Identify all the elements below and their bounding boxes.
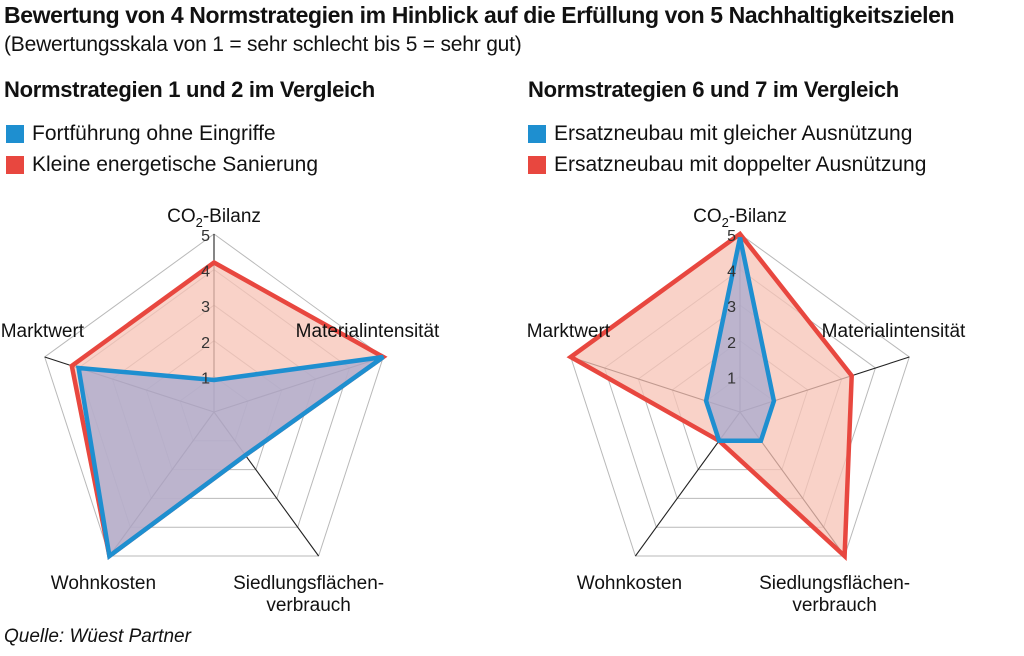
- legend-item: Kleine energetische Sanierung: [6, 149, 318, 180]
- tick-label: 1: [201, 370, 210, 387]
- axis-label-co2: CO2-Bilanz: [167, 206, 261, 230]
- legend-right: Ersatzneubau mit gleicher Ausnützung Ers…: [528, 118, 926, 180]
- axis-label-co2: CO2-Bilanz: [693, 206, 787, 230]
- legend-swatch-red: [6, 155, 24, 174]
- legend-left: Fortführung ohne Eingriffe Kleine energe…: [6, 118, 318, 180]
- axis-label-siedlung-2: verbrauch: [792, 595, 877, 616]
- tick-label: 5: [201, 228, 210, 245]
- tick-label: 4: [201, 264, 210, 281]
- legend-item: Fortführung ohne Eingriffe: [6, 118, 318, 149]
- tick-label: 2: [201, 335, 210, 352]
- source-note: Quelle: Wüest Partner: [4, 626, 191, 647]
- legend-item: Ersatzneubau mit doppelter Ausnützung: [528, 149, 926, 180]
- chart-title: Bewertung von 4 Normstrategien im Hinbli…: [4, 2, 955, 28]
- legend-label: Kleine energetische Sanierung: [32, 152, 319, 176]
- panel-title-right: Normstrategien 6 und 7 im Vergleich: [528, 77, 899, 102]
- axis-label-siedlung-1: Siedlungsflächen-: [759, 573, 910, 594]
- legend-swatch-blue: [6, 124, 24, 143]
- tick-label: 5: [727, 228, 736, 245]
- axis-label-siedlung-2: verbrauch: [266, 595, 351, 616]
- axis-label-material: Materialintensität: [822, 321, 966, 342]
- tick-label: 4: [727, 264, 736, 281]
- series-blue: [75, 354, 385, 561]
- tick-label: 2: [727, 335, 736, 352]
- legend-item: Ersatzneubau mit gleicher Ausnützung: [528, 118, 926, 149]
- axis-label-wohnkosten: Wohnkosten: [577, 573, 682, 594]
- axis-label-marktwert: Marktwert: [527, 321, 611, 342]
- axis-label-wohnkosten: Wohnkosten: [51, 573, 156, 594]
- legend-label: Fortführung ohne Eingriffe: [32, 121, 276, 145]
- legend-label: Ersatzneubau mit gleicher Ausnützung: [554, 121, 913, 145]
- legend-swatch-blue: [528, 124, 546, 143]
- axis-label-marktwert: Marktwert: [1, 321, 85, 342]
- series-blue: [703, 237, 777, 444]
- grid-ring: [44, 233, 384, 557]
- tick-label: 3: [727, 299, 736, 316]
- chart-subtitle: (Bewertungsskala von 1 = sehr schlecht b…: [4, 33, 522, 56]
- tick-label: 1: [727, 370, 736, 387]
- legend-swatch-red: [528, 155, 546, 174]
- legend-label: Ersatzneubau mit doppelter Ausnützung: [554, 152, 927, 176]
- axis-label-material: Materialintensität: [296, 321, 440, 342]
- axis-label-siedlung-1: Siedlungsflächen-: [233, 573, 384, 594]
- tick-label: 3: [201, 299, 210, 316]
- panel-title-left: Normstrategien 1 und 2 im Vergleich: [4, 77, 375, 102]
